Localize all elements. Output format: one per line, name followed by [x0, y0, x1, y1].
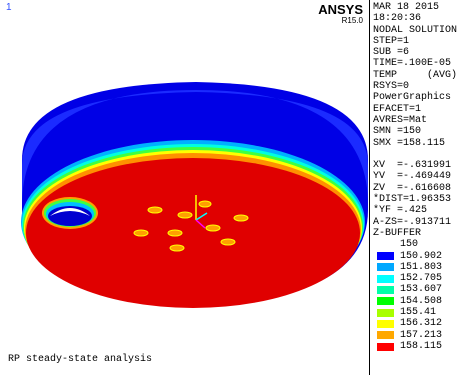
top-face [26, 158, 360, 308]
legend-label: 155.41 [400, 307, 436, 318]
legend-label: 151.803 [400, 262, 442, 273]
legend-swatch [377, 286, 394, 294]
view-line: YV =-.469449 [373, 171, 466, 182]
ansys-window: 1 ANSYS R15.0 MAR 18 201518:20:36NODAL S… [0, 0, 466, 375]
legend-label: 157.213 [400, 330, 442, 341]
legend-swatch [377, 331, 394, 339]
legend-swatch [377, 320, 394, 328]
brand-name: ANSYS [318, 3, 363, 16]
info-line: SMX =158.115 [373, 138, 466, 149]
brand: ANSYS R15.0 [318, 3, 363, 25]
info-line: RSYS=0 [373, 81, 466, 92]
info-line: TEMP (AVG) [373, 70, 466, 81]
view-line: XV =-.631991 [373, 160, 466, 171]
legend-row: 156.312 [373, 318, 466, 329]
info-line: SMN =150 [373, 126, 466, 137]
legend-label: 152.705 [400, 273, 442, 284]
legend-label: 158.115 [400, 341, 442, 352]
legend-label: 156.312 [400, 318, 442, 329]
info-line: SUB =6 [373, 47, 466, 58]
info-line: MAR 18 2015 [373, 2, 466, 13]
footer-title: RP steady-state analysis [8, 354, 152, 365]
brand-release: R15.0 [318, 16, 363, 25]
legend-swatch [377, 309, 394, 317]
info-line: STEP=1 [373, 36, 466, 47]
info-line: NODAL SOLUTION [373, 25, 466, 36]
legend-swatch [377, 263, 394, 271]
legend-row: 152.705 [373, 273, 466, 284]
legend-label: 150 [400, 239, 418, 250]
view-line: *YF =.425 [373, 205, 466, 216]
legend-row: 150 [373, 239, 466, 250]
view-line: Z-BUFFER [373, 228, 466, 239]
view-line: ZV =-.616608 [373, 183, 466, 194]
legend-row: 153.607 [373, 284, 466, 295]
legend-row: 157.213 [373, 330, 466, 341]
info-line: AVRES=Mat [373, 115, 466, 126]
view-line: *DIST=1.96353 [373, 194, 466, 205]
model-view [0, 0, 369, 375]
legend-label: 150.902 [400, 251, 442, 262]
info-line: PowerGraphics [373, 92, 466, 103]
legend-swatch [377, 343, 394, 351]
legend-swatch [377, 275, 394, 283]
legend-label: 154.508 [400, 296, 442, 307]
legend-swatch [377, 252, 394, 260]
info-line: 18:20:36 [373, 13, 466, 24]
legend-swatch [377, 297, 394, 305]
window-number: 1 [6, 2, 12, 13]
info-line: TIME=.100E-05 [373, 58, 466, 69]
graphics-area [0, 0, 370, 375]
info-line: EFACET=1 [373, 104, 466, 115]
legend-row: 154.508 [373, 296, 466, 307]
legend-row: 150.902 [373, 251, 466, 262]
legend-row: 155.41 [373, 307, 466, 318]
legend-row: 151.803 [373, 262, 466, 273]
legend-row: 158.115 [373, 341, 466, 352]
spacer [373, 149, 466, 160]
legend-label: 153.607 [400, 284, 442, 295]
view-line: A-ZS=-.913711 [373, 217, 466, 228]
